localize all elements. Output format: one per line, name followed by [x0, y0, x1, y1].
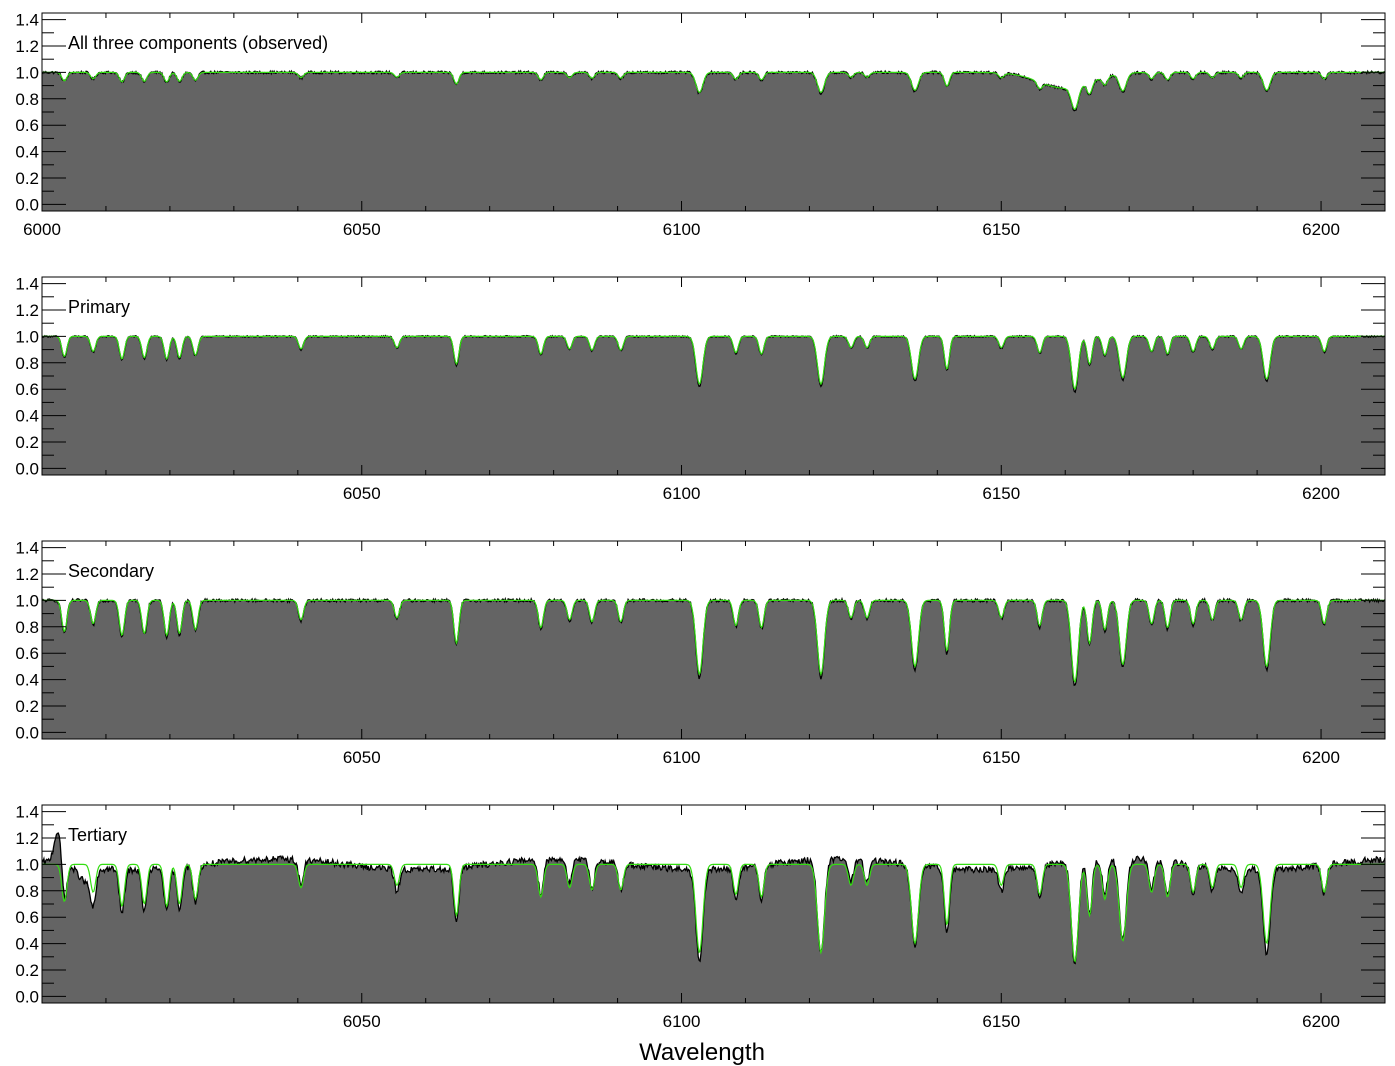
spectrum-panel: 0.0 0.2 0.4 0.6 0.8 1.0 1.2 1.4 6050 6100 6150 6200… [15, 803, 1386, 1031]
y-tick-label: 1.4 [15, 275, 39, 294]
panel-label: Secondary [68, 561, 154, 581]
x-tick-label: 6100 [663, 1012, 701, 1031]
x-tick-label: 6100 [663, 484, 701, 503]
y-tick-label: 1.0 [15, 855, 39, 874]
spectrum-fill [42, 71, 1385, 211]
spectrum-fill [42, 598, 1385, 739]
spectrum-panel: 0.0 0.2 0.4 0.6 0.8 1.0 1.2 1.4 6050 6100 6150 6200… [15, 539, 1386, 767]
model-spectrum-line [42, 335, 1385, 390]
y-tick-label: 0.8 [15, 90, 39, 109]
y-tick-label: 1.2 [15, 829, 39, 848]
y-tick-label: 0.8 [15, 618, 39, 637]
y-tick-label: 0.6 [15, 116, 39, 135]
x-axis-title: Wavelength [639, 1039, 765, 1066]
y-tick-label: 1.2 [15, 565, 39, 584]
y-tick-label: 0.4 [15, 671, 39, 690]
panel-label: All three components (observed) [68, 33, 328, 53]
y-tick-label: 1.2 [15, 37, 39, 56]
y-tick-label: 0.0 [15, 195, 39, 214]
y-tick-label: 0.2 [15, 961, 39, 980]
y-tick-label: 0.8 [15, 882, 39, 901]
x-tick-label: 6050 [343, 484, 381, 503]
spectrum-panel: 0.0 0.2 0.4 0.6 0.8 1.0 1.2 1.4 6050 6100 6150 6200… [15, 275, 1386, 503]
y-tick-label: 1.4 [15, 11, 39, 30]
y-tick-label: 0.0 [15, 723, 39, 742]
x-tick-label: 6150 [982, 484, 1020, 503]
panel-label: Tertiary [68, 825, 127, 845]
y-tick-label: 0.6 [15, 644, 39, 663]
model-spectrum-line [42, 599, 1385, 683]
y-tick-label: 0.4 [15, 935, 39, 954]
y-tick-label: 1.4 [15, 803, 39, 822]
model-spectrum-line [42, 71, 1385, 110]
y-tick-label: 0.2 [15, 169, 39, 188]
x-tick-label: 6150 [982, 748, 1020, 767]
y-tick-label: 1.4 [15, 539, 39, 558]
panel-label: Primary [68, 297, 130, 317]
x-tick-label: 6200 [1302, 484, 1340, 503]
y-tick-label: 0.6 [15, 908, 39, 927]
y-tick-label: 0.2 [15, 697, 39, 716]
y-tick-label: 0.2 [15, 433, 39, 452]
y-tick-label: 1.0 [15, 591, 39, 610]
x-tick-label: 6200 [1302, 1012, 1340, 1031]
y-tick-label: 0.6 [15, 380, 39, 399]
panels-group: 0.0 0.2 0.4 0.6 0.8 1.0 1.2 1.4 6000 6050 6100 6150… [15, 11, 1386, 1031]
y-tick-label: 0.0 [15, 459, 39, 478]
x-tick-label: 6150 [982, 1012, 1020, 1031]
spectrum-fill [42, 833, 1385, 1003]
x-tick-label: 6100 [663, 220, 701, 239]
x-tick-label: 6100 [663, 748, 701, 767]
y-tick-label: 0.8 [15, 354, 39, 373]
y-tick-label: 0.4 [15, 407, 39, 426]
y-tick-label: 0.4 [15, 143, 39, 162]
x-tick-label: 6000 [23, 220, 61, 239]
x-tick-label: 6200 [1302, 220, 1340, 239]
model-spectrum-line [42, 863, 1385, 963]
x-tick-label: 6200 [1302, 748, 1340, 767]
y-tick-label: 1.0 [15, 327, 39, 346]
spectrum-fill [42, 335, 1385, 475]
x-tick-label: 6050 [343, 748, 381, 767]
x-tick-label: 6050 [343, 1012, 381, 1031]
y-tick-label: 1.2 [15, 301, 39, 320]
observed-spectrum-line [41, 832, 1386, 965]
x-tick-label: 6050 [343, 220, 381, 239]
spectrum-panel: 0.0 0.2 0.4 0.6 0.8 1.0 1.2 1.4 6000 6050 6100 6150… [15, 11, 1386, 239]
y-tick-label: 1.0 [15, 63, 39, 82]
y-tick-label: 0.0 [15, 987, 39, 1006]
x-tick-label: 6150 [982, 220, 1020, 239]
